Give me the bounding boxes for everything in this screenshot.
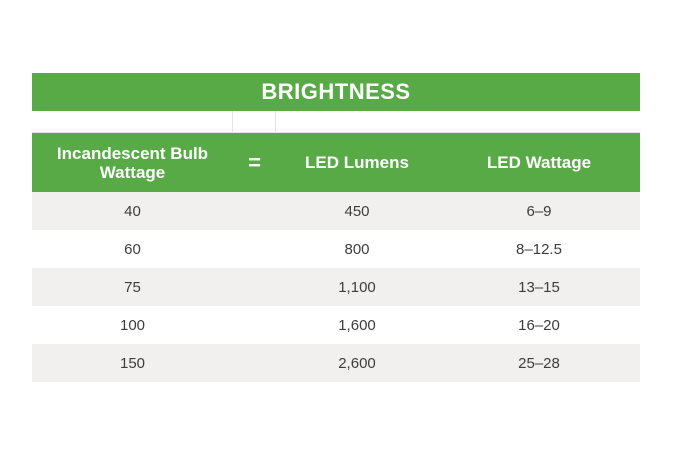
cell-incandescent: 150 (119, 354, 146, 372)
cell-incandescent: 75 (124, 278, 141, 296)
spacer-row (32, 111, 640, 133)
table-row: 60 800 8–12.5 (32, 230, 640, 268)
cell-incandescent: 60 (124, 240, 141, 258)
spacer-cell (233, 111, 276, 132)
cell-lumens: 450 (344, 202, 370, 220)
header-equals: = (248, 150, 261, 175)
cell-incandescent: 100 (119, 316, 146, 334)
table-row: 75 1,100 13–15 (32, 268, 640, 306)
cell-wattage: 13–15 (518, 278, 560, 296)
column-header-row: Incandescent Bulb Wattage = LED Lumens L… (32, 133, 640, 192)
cell-incandescent: 40 (124, 202, 141, 220)
table-title: BRIGHTNESS (32, 73, 640, 111)
header-led-lumens: LED Lumens (305, 153, 409, 172)
cell-wattage: 25–28 (518, 354, 560, 372)
cell-lumens: 800 (344, 240, 370, 258)
brightness-table: BRIGHTNESS Incandescent Bulb Wattage = L… (32, 73, 640, 382)
header-led-wattage: LED Wattage (486, 153, 592, 172)
cell-wattage: 8–12.5 (516, 240, 562, 258)
cell-lumens: 1,600 (338, 316, 376, 334)
header-incandescent-wattage: Incandescent Bulb Wattage (32, 144, 233, 182)
cell-wattage: 6–9 (526, 202, 552, 220)
spacer-cell (32, 111, 233, 132)
cell-wattage: 16–20 (518, 316, 560, 334)
spacer-cell (276, 111, 640, 132)
header-incandescent-line2: Wattage (99, 162, 166, 182)
table-row: 150 2,600 25–28 (32, 344, 640, 382)
table-row: 100 1,600 16–20 (32, 306, 640, 344)
cell-lumens: 2,600 (338, 354, 376, 372)
header-incandescent-line1: Incandescent Bulb (56, 143, 209, 163)
cell-lumens: 1,100 (338, 278, 376, 296)
table-row: 40 450 6–9 (32, 192, 640, 230)
